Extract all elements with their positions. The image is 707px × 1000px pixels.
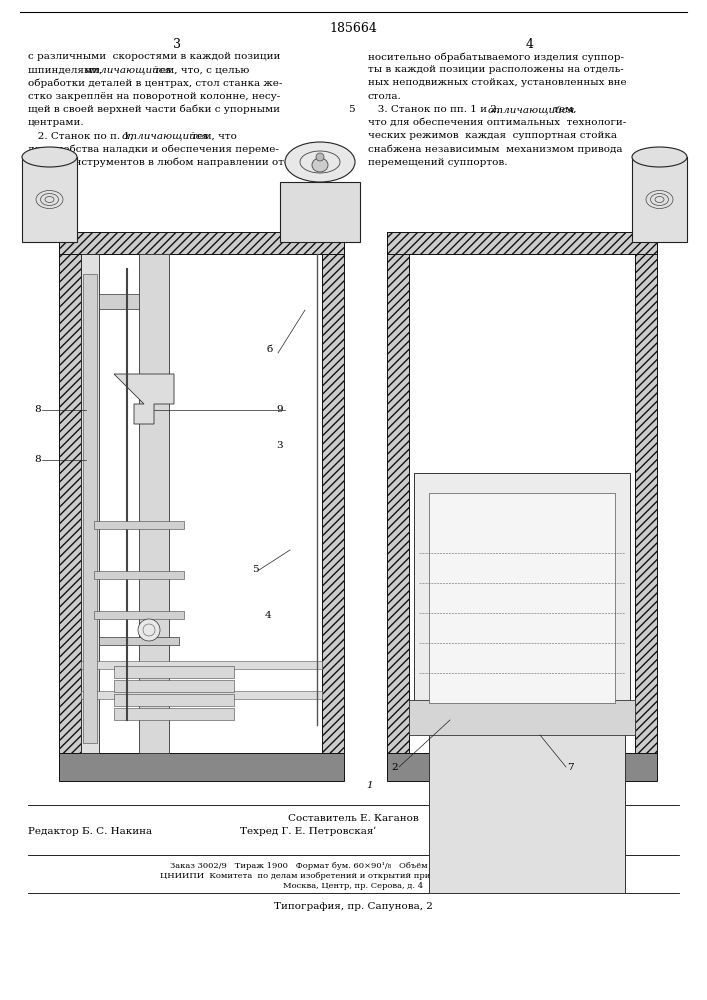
Text: Составитель Е. Каганов: Составитель Е. Каганов [288, 814, 419, 823]
Text: 2. Станок по п. 1,: 2. Станок по п. 1, [28, 131, 136, 140]
Bar [387, 753, 657, 781]
Bar [114, 680, 234, 692]
Text: тем, что, с целью: тем, что, с целью [151, 65, 250, 74]
Bar [139, 254, 169, 753]
Text: 1: 1 [367, 780, 373, 790]
Ellipse shape [312, 158, 328, 172]
Text: 185664: 185664 [329, 22, 377, 35]
Text: что для обеспечения оптимальных  технологи-: что для обеспечения оптимальных технолог… [368, 118, 626, 127]
Text: 7: 7 [567, 762, 573, 772]
Bar [280, 182, 360, 242]
Bar [94, 611, 184, 619]
Text: отличающийся: отличающийся [488, 105, 575, 114]
Text: ческих режимов  каждая  суппортная стойка: ческих режимов каждая суппортная стойка [368, 131, 617, 140]
Bar [429, 713, 625, 893]
Text: обработки деталей в центрах, стол станка же-: обработки деталей в центрах, стол станка… [28, 78, 282, 88]
Text: ты в каждой позиции расположены на отдель-: ты в каждой позиции расположены на отдел… [368, 65, 624, 74]
Bar [387, 232, 657, 254]
Text: Корректоры: Т. Н. Костикова: Корректоры: Т. Н. Костикова [450, 827, 611, 836]
Ellipse shape [138, 619, 160, 641]
Bar [59, 753, 344, 781]
Text: стко закреплён на поворотной колонне, несу-: стко закреплён на поворотной колонне, не… [28, 92, 280, 101]
Text: 3: 3 [173, 38, 181, 51]
Text: с различными  скоростями в каждой позиции: с различными скоростями в каждой позиции [28, 52, 281, 61]
Bar [635, 232, 657, 753]
Text: отличающийся: отличающийся [85, 65, 173, 74]
Text: 8: 8 [35, 406, 41, 414]
Text: 8: 8 [35, 456, 41, 464]
Bar [114, 666, 234, 678]
Bar [322, 232, 344, 753]
Bar [114, 666, 234, 678]
Text: 3: 3 [276, 440, 284, 450]
Text: Техред Г. Е. Петровскаяʹ: Техред Г. Е. Петровскаяʹ [240, 827, 376, 836]
Bar [114, 708, 234, 720]
Bar [59, 753, 344, 781]
Text: 5: 5 [348, 105, 355, 114]
Bar [99, 294, 139, 309]
Text: тем,: тем, [550, 105, 576, 114]
Text: и Г. Е. Опарина: и Г. Е. Опарина [490, 839, 575, 848]
Text: Заказ 3002/9   Тираж 1900   Формат бум. 60×90¹/₈   Объём 0,16 изд. л.   Подписно: Заказ 3002/9 Тираж 1900 Формат бум. 60×9… [170, 862, 537, 870]
Ellipse shape [22, 147, 77, 167]
Text: тем, что: тем, что [185, 131, 237, 140]
Bar [81, 691, 322, 699]
Text: б: б [267, 346, 273, 355]
Polygon shape [114, 374, 174, 424]
Bar [81, 661, 322, 669]
Bar [99, 637, 179, 645]
Text: ных неподвижных стойках, установленных вне: ных неподвижных стойках, установленных в… [368, 78, 626, 87]
Text: ЦНИИПИ  Комитета  по делам изобретений и открытий при  Совете Министров СССР: ЦНИИПИ Комитета по делам изобретений и о… [160, 872, 546, 880]
Bar [114, 680, 234, 692]
Text: центрами.: центрами. [28, 118, 85, 127]
Bar [387, 753, 657, 781]
Bar [59, 232, 344, 254]
Text: 9: 9 [276, 406, 284, 414]
Ellipse shape [285, 142, 355, 182]
Text: 2: 2 [392, 762, 398, 772]
Text: 4: 4 [526, 38, 534, 51]
Bar [429, 493, 615, 703]
Text: щей в своей верхней части бабки с упорными: щей в своей верхней части бабки с упорны… [28, 105, 280, 114]
Bar [632, 157, 687, 242]
Bar [94, 521, 184, 529]
Text: 4: 4 [264, 610, 271, 619]
Text: перемещений суппортов.: перемещений суппортов. [368, 158, 508, 167]
Text: носительно обрабатываемого изделия суппор-: носительно обрабатываемого изделия суппо… [368, 52, 624, 62]
Bar [83, 274, 97, 743]
Bar [114, 708, 234, 720]
Bar [409, 700, 635, 735]
Text: Москва, Центр, пр. Серова, д. 4: Москва, Центр, пр. Серова, д. 4 [283, 882, 423, 890]
Text: отличающийся: отличающийся [122, 131, 209, 140]
Ellipse shape [316, 153, 324, 161]
Bar [114, 694, 234, 706]
Text: щений инструментов в любом направлении от-: щений инструментов в любом направлении о… [28, 158, 288, 167]
Bar [414, 473, 630, 723]
Bar [94, 571, 184, 579]
Bar [22, 157, 77, 242]
Text: для удобства наладки и обеспечения переме-: для удобства наладки и обеспечения перем… [28, 144, 279, 154]
Text: стола.: стола. [368, 92, 402, 101]
Bar [59, 232, 81, 753]
Text: снабжена независимым  механизмом привода: снабжена независимым механизмом привода [368, 144, 622, 154]
Text: 3. Станок по пп. 1 и 2,: 3. Станок по пп. 1 и 2, [368, 105, 503, 114]
Text: Редактор Б. С. Накина: Редактор Б. С. Накина [28, 827, 152, 836]
Text: шпинделями,: шпинделями, [28, 65, 105, 74]
Bar [114, 694, 234, 706]
Bar [387, 232, 409, 753]
Ellipse shape [632, 147, 687, 167]
Text: Типография, пр. Сапунова, 2: Типография, пр. Сапунова, 2 [274, 902, 433, 911]
Text: 5: 5 [252, 566, 258, 574]
Bar [81, 254, 99, 753]
